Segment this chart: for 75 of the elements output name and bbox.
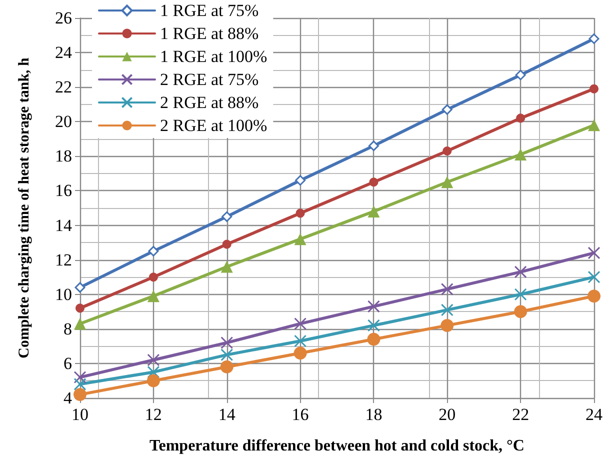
point [590, 84, 598, 94]
point [588, 119, 600, 132]
point [148, 246, 159, 256]
point [74, 282, 86, 293]
y-tick-label: 12 [55, 250, 72, 270]
point [588, 33, 600, 44]
y-axis-title: Complete charging time of heat storage tank, h [16, 56, 32, 358]
x-tick-label: 12 [144, 405, 162, 424]
legend-label: 2 RGE at 88% [160, 93, 259, 112]
point [588, 246, 600, 260]
point [295, 175, 306, 186]
x-tick-label: 22 [512, 405, 530, 424]
point [442, 146, 452, 156]
point [74, 378, 86, 390]
legend-label: 1 RGE at 100% [160, 47, 268, 66]
point [222, 240, 232, 249]
point [220, 336, 234, 349]
point [515, 70, 526, 80]
y-tick-label: 22 [55, 78, 72, 97]
point [147, 366, 160, 378]
point [148, 272, 158, 282]
point [440, 282, 454, 296]
point [588, 270, 600, 284]
point [368, 140, 379, 152]
point [514, 288, 527, 301]
x-tick-label: 24 [586, 405, 603, 424]
point [514, 148, 527, 160]
y-tick-label: 6 [64, 354, 72, 373]
x-tick-label: 14 [218, 405, 236, 424]
point [74, 318, 86, 330]
y-tick-label: 16 [55, 181, 72, 200]
point [294, 233, 306, 246]
legend-label: 1 RGE at 75% [160, 1, 259, 20]
legend-label: 2 RGE at 75% [160, 70, 259, 89]
point [368, 205, 380, 218]
x-tick-label: 18 [365, 405, 382, 424]
point [367, 332, 380, 346]
point [514, 266, 527, 278]
y-tick-label: 18 [55, 146, 72, 166]
legend-label: 2 RGE at 100% [160, 116, 268, 135]
point [516, 114, 526, 123]
x-tick-label: 20 [438, 405, 456, 424]
point [296, 208, 305, 218]
y-tick-label: 24 [55, 43, 72, 62]
point [514, 305, 528, 318]
x-tick-label: 16 [292, 405, 309, 424]
y-tick-label: 10 [55, 284, 72, 304]
y-tick-label: 20 [55, 112, 72, 132]
point [220, 260, 233, 273]
point [588, 290, 600, 303]
point [74, 388, 86, 402]
point [74, 371, 86, 384]
y-tick-label: 8 [64, 319, 72, 338]
point [220, 348, 234, 362]
y-tick-label: 14 [55, 216, 72, 235]
x-axis-title: Temperature difference between hot and cold stock, °C [150, 437, 524, 454]
point [440, 304, 454, 316]
y-tick-label: 26 [55, 8, 72, 28]
y-tick-label: 4 [64, 388, 72, 408]
point [147, 290, 160, 302]
point [367, 319, 380, 332]
point [76, 304, 84, 313]
point [146, 374, 160, 388]
point [220, 360, 234, 374]
point [294, 317, 307, 330]
point [294, 334, 307, 348]
point [222, 211, 232, 222]
legend-label: 1 RGE at 88% [160, 24, 259, 43]
point [369, 178, 378, 187]
point [294, 346, 307, 360]
point [147, 354, 160, 366]
point [441, 176, 454, 188]
point [440, 318, 454, 332]
point [367, 300, 380, 313]
point [442, 104, 452, 115]
